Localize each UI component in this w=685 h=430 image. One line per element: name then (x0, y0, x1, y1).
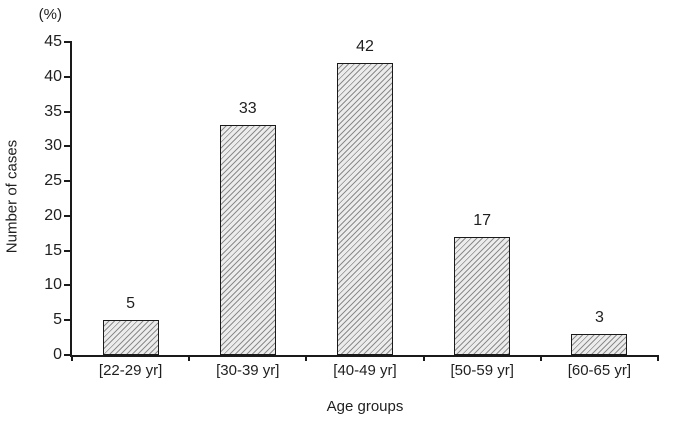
x-tick-mark (657, 355, 659, 361)
bar-value-label: 33 (238, 100, 257, 118)
x-tick-mark (422, 355, 425, 361)
bar-value-label: 42 (356, 37, 374, 55)
bar (219, 125, 276, 355)
y-tick-label: 20 (44, 206, 62, 224)
y-tick-label: 5 (53, 311, 62, 329)
y-tick-label: 25 (44, 172, 62, 190)
bar (102, 320, 159, 355)
y-axis-line (70, 42, 72, 357)
y-tick-label: 35 (44, 102, 62, 120)
bar (454, 236, 511, 355)
bar (571, 334, 628, 355)
x-tick-mark (71, 355, 73, 361)
y-tick-mark (64, 214, 72, 217)
y-tick-mark (64, 284, 72, 287)
x-tick-mark (188, 355, 191, 361)
y-tick-label: 30 (44, 137, 62, 155)
x-category-label: [50-59 yr] (450, 362, 514, 379)
x-tick-mark (539, 355, 542, 361)
x-category-label: [60-65 yr] (567, 362, 632, 379)
x-category-label: [30-39 yr] (216, 362, 280, 379)
bar-value-label: 3 (594, 309, 604, 327)
y-tick-mark (64, 110, 72, 113)
y-tick-label: 10 (44, 276, 62, 294)
y-tick-label: 15 (44, 241, 62, 259)
x-tick-mark (305, 355, 308, 361)
x-axis-title: Age groups (326, 398, 404, 415)
y-tick-mark (64, 145, 72, 148)
y-tick-mark (64, 354, 72, 356)
y-tick-mark (64, 249, 72, 252)
y-axis-unit-label: (%) (38, 6, 62, 23)
bar-value-label: 17 (473, 211, 492, 229)
y-tick-mark (64, 41, 72, 43)
x-category-label: [40-49 yr] (333, 362, 397, 379)
y-tick-mark (64, 75, 72, 78)
bar (337, 62, 393, 355)
y-tick-mark (64, 180, 72, 183)
y-tick-label: 0 (53, 346, 62, 363)
x-category-label: [22-29 yr] (98, 362, 163, 379)
y-tick-label: 45 (44, 33, 62, 50)
y-tick-label: 40 (44, 67, 62, 85)
bar-value-label: 5 (126, 295, 136, 313)
y-tick-mark (64, 319, 72, 322)
x-axis-line (70, 355, 658, 357)
